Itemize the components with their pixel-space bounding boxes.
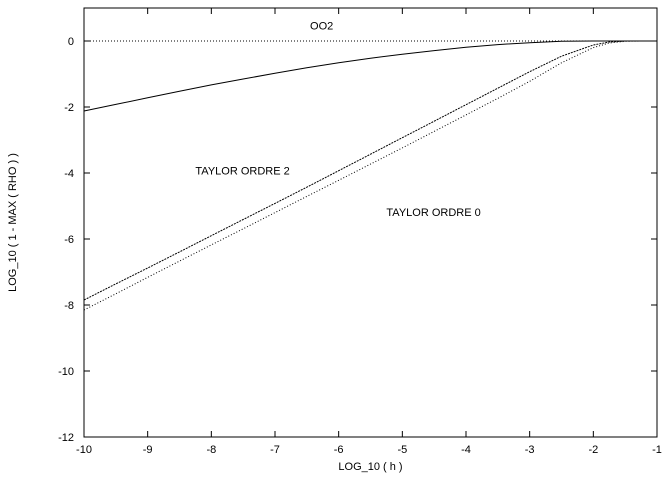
y-tick-label: -2 (64, 102, 74, 114)
series-line-taylor-ordre-0 (83, 40, 657, 311)
y-tick-label: -6 (64, 234, 74, 246)
x-tick-label: -8 (206, 444, 216, 456)
x-axis-title: LOG_10 ( h ) (338, 461, 402, 473)
x-tick-label: -10 (76, 444, 92, 456)
x-tick-label: -9 (143, 444, 153, 456)
series-line-taylor-ordre-2 (83, 40, 657, 301)
curve-label-taylor-ordre-2: TAYLOR ORDRE 2 (195, 166, 289, 178)
ticks-layer: -10 -9 -8 -7 -6 -5 -4 -3 -2 -10-2-4-6-8-10-12 (58, 8, 662, 456)
y-tick-label: -10 (58, 366, 74, 378)
series-layer (83, 40, 657, 311)
y-tick-label: -8 (64, 300, 74, 312)
y-tick-label: -4 (64, 168, 74, 180)
y-tick-label: -12 (58, 432, 74, 444)
x-tick-label: -5 (397, 444, 407, 456)
curve-label-oo2: OO2 (310, 20, 333, 32)
curve-label-taylor-ordre-0: TAYLOR ORDRE 0 (386, 207, 480, 219)
x-tick-label: -6 (334, 444, 344, 456)
x-tick-label: -2 (588, 444, 598, 456)
series-line-oo2 (83, 40, 657, 112)
x-tick-label: -3 (525, 444, 535, 456)
annotations-layer: OO2 TAYLOR ORDRE 2 TAYLOR ORDRE 0 (195, 20, 480, 218)
x-tick-label: -7 (270, 444, 280, 456)
plot-frame (83, 7, 658, 438)
x-tick-label: -4 (461, 444, 471, 456)
y-axis-title: LOG_10 ( 1 - MAX ( RHO ) ) (7, 153, 19, 292)
x-tick-label: -1 (652, 444, 662, 456)
y-tick-label: 0 (68, 36, 74, 48)
